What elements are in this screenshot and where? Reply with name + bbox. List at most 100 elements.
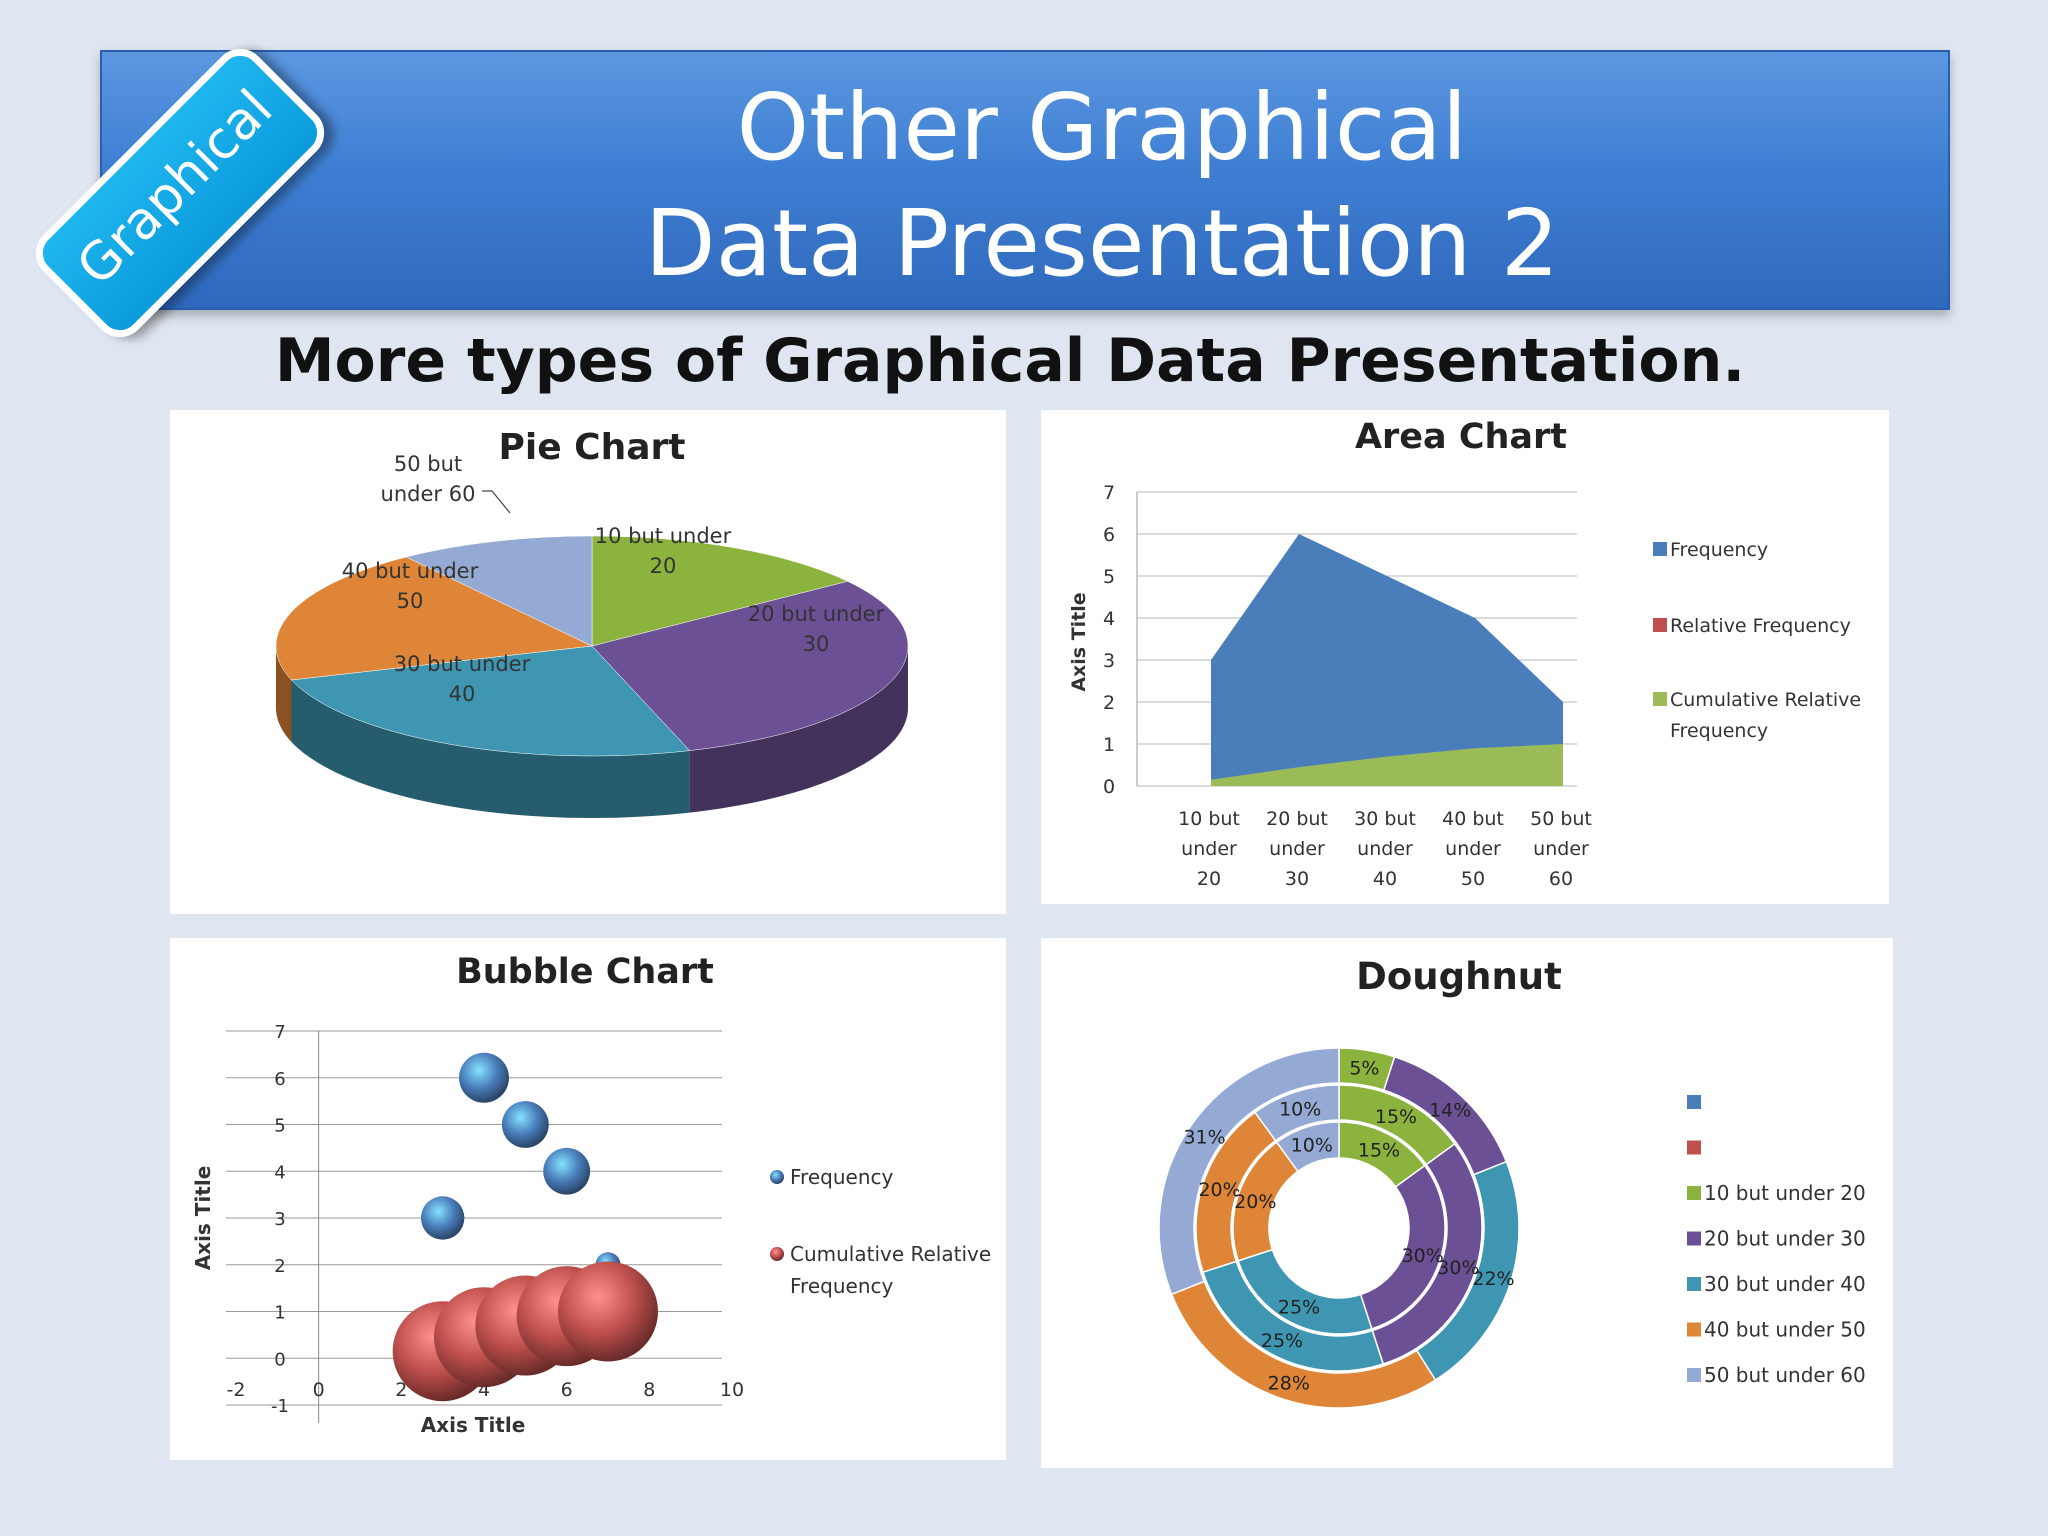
doughnut-segment	[1359, 1164, 1446, 1330]
pie-chart-title: Pie Chart	[499, 427, 686, 468]
doughnut-data-label: 31%	[1183, 1127, 1225, 1149]
bubble-chart-title: Bubble Chart	[456, 952, 714, 992]
pie-slice-label: 30 but under	[394, 652, 531, 676]
bubble-x-tick: 8	[643, 1379, 655, 1401]
area-series-0	[1211, 534, 1563, 786]
pie-leader-line	[482, 490, 511, 514]
pie-slice-side	[276, 646, 292, 742]
area-y-tick: 6	[1103, 524, 1115, 546]
area-x-tick: under	[1533, 838, 1589, 860]
area-x-tick: under	[1269, 838, 1325, 860]
bubble-x-tick: 10	[720, 1379, 744, 1401]
doughnut-data-label: 25%	[1278, 1296, 1320, 1318]
area-chart-panel: Area Chart 0 1 2 3 4 5 6 7 Axis Title 10 but under 2…	[1041, 410, 1889, 904]
bubble-point	[420, 1196, 465, 1240]
bubble-legend-marker	[770, 1247, 784, 1261]
area-x-tick: 50	[1461, 868, 1485, 890]
bubble-legend-label: Frequency	[790, 1274, 893, 1298]
slide-title-line-2: Data Presentation 2	[644, 190, 1560, 297]
doughnut-data-label: 20%	[1198, 1179, 1240, 1201]
area-x-tick: 40	[1373, 868, 1397, 890]
pie-slice-label: 20 but under	[748, 602, 885, 626]
area-y-tick: 3	[1103, 650, 1115, 672]
bubble-point	[558, 1261, 658, 1362]
doughnut-data-label: 10%	[1291, 1134, 1333, 1156]
title-banner: Other Graphical Data Presentation 2	[100, 50, 1950, 310]
bubble-y-tick: 4	[274, 1162, 285, 1183]
doughnut-legend-swatch	[1687, 1368, 1701, 1382]
pie-chart: Pie Chart 10 but under 20 20 but under 30 30 …	[275, 427, 909, 818]
slide-title: Other Graphical Data Presentation 2	[622, 70, 1582, 302]
bubble-y-tick: 3	[274, 1209, 285, 1230]
doughnut-data-label: 20%	[1234, 1191, 1276, 1213]
area-x-tick: under	[1357, 838, 1413, 860]
area-legend-swatch	[1653, 542, 1667, 556]
bubble-x-tick: 0	[313, 1379, 325, 1401]
doughnut-legend-swatch	[1687, 1140, 1701, 1155]
doughnut-data-label: 28%	[1268, 1373, 1310, 1395]
area-chart-title: Area Chart	[1355, 417, 1567, 457]
pie-slice-label: under 60	[381, 482, 476, 506]
area-legend-label: Frequency	[1670, 539, 1768, 561]
bubble-point	[459, 1052, 509, 1103]
pie-slice-label: 40	[449, 682, 476, 706]
doughnut-data-label: 15%	[1358, 1140, 1400, 1162]
doughnut-legend-swatch	[1687, 1322, 1701, 1337]
bubble-x-axis-title: Axis Title	[421, 1413, 526, 1437]
pie-slice-side	[291, 680, 690, 818]
area-x-tick: 30 but	[1354, 808, 1416, 830]
doughnut-segment	[1275, 1121, 1340, 1173]
doughnut-data-label: 10%	[1279, 1099, 1321, 1121]
area-chart: Area Chart 0 1 2 3 4 5 6 7 Axis Title 10 but under 2…	[1068, 417, 1861, 890]
doughnut-chart-panel: Doughnut 5% 14% 22% 28% 31% 15% 30% 25% 20% 10% 15%…	[1041, 938, 1893, 1468]
bubble-y-tick: 7	[274, 1022, 285, 1043]
bubble-y-tick: 1	[274, 1303, 285, 1324]
doughnut-data-label: 30%	[1402, 1245, 1444, 1267]
doughnut-legend-swatch	[1687, 1231, 1701, 1246]
bubble-x-tick: 2	[395, 1379, 407, 1401]
pie-slice-label: 40 but under	[342, 559, 479, 583]
doughnut-data-label: 15%	[1375, 1106, 1417, 1128]
pie-slice	[591, 535, 849, 647]
area-x-tick: under	[1181, 838, 1237, 860]
doughnut-chart: Doughnut 5% 14% 22% 28% 31% 15% 30% 25% 20% 10% 15%…	[1158, 955, 1866, 1409]
bubble-point	[501, 1101, 549, 1148]
doughnut-legend-label: 30 but under 40	[1704, 1272, 1866, 1296]
area-x-tick: 50 but	[1530, 808, 1592, 830]
area-legend-label: Cumulative Relative	[1670, 689, 1861, 711]
area-y-axis-title: Axis Title	[1068, 592, 1090, 691]
doughnut-data-label: 14%	[1429, 1100, 1471, 1122]
area-series-2	[1211, 744, 1563, 786]
doughnut-segment	[1158, 1047, 1340, 1296]
area-x-tick: 40 but	[1442, 808, 1504, 830]
bubble-y-tick: 5	[274, 1116, 285, 1137]
bubble-legend-marker	[770, 1170, 784, 1184]
slide-subtitle: More types of Graphical Data Presentatio…	[274, 326, 1746, 396]
area-x-tick: 30	[1285, 868, 1309, 890]
area-y-tick: 1	[1103, 734, 1115, 756]
doughnut-data-label: 5%	[1349, 1058, 1379, 1080]
bubble-x-tick: 6	[561, 1379, 573, 1401]
pie-slice-label: 30	[803, 632, 830, 656]
doughnut-legend-label: 40 but under 50	[1704, 1318, 1866, 1342]
bubble-y-tick: 2	[274, 1256, 285, 1277]
area-y-tick: 7	[1103, 482, 1115, 504]
doughnut-legend-swatch	[1687, 1186, 1701, 1200]
area-legend-label: Frequency	[1670, 720, 1768, 742]
bubble-y-tick: 6	[274, 1069, 285, 1090]
pie-slice	[405, 535, 593, 647]
doughnut-data-label: 22%	[1472, 1268, 1514, 1290]
area-x-tick: 60	[1549, 868, 1573, 890]
area-y-tick: 5	[1103, 566, 1115, 588]
area-x-tick: 20 but	[1266, 808, 1328, 830]
pie-slice-label: 50	[397, 589, 424, 613]
bubble-x-tick: -2	[227, 1379, 246, 1401]
area-y-tick: 4	[1103, 608, 1115, 630]
pie-slice-label: 10 but under	[595, 524, 732, 548]
pie-chart-panel: Pie Chart 10 but under 20 20 but under 30 30 …	[170, 410, 1006, 914]
bubble-chart-panel: Bubble Chart -1 0 1 2 3 4 5 6 7 -2 0 2 4 6 8 10 Axis Titl…	[170, 938, 1006, 1460]
pie-slice-label: 20	[650, 554, 677, 578]
doughnut-legend-label: 50 but under 60	[1704, 1363, 1866, 1387]
doughnut-segment	[1253, 1084, 1340, 1142]
